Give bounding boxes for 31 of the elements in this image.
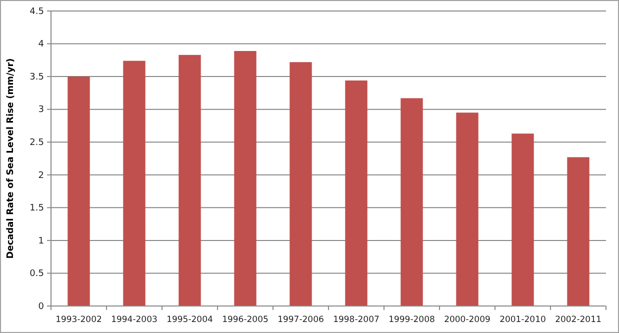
- x-tick-label: 2001-2010: [500, 315, 546, 326]
- x-tick-label: 2000-2009: [444, 315, 490, 326]
- y-tick-label: 0.5: [30, 269, 44, 280]
- x-tick-label: 1996-2005: [222, 315, 268, 326]
- y-tick-label: 3.5: [30, 72, 44, 82]
- bar: [400, 98, 423, 306]
- x-tick-label: 1993-2002: [56, 315, 102, 326]
- y-tick-label: 1: [38, 236, 44, 246]
- bar: [567, 157, 590, 306]
- x-tick-label: 2002-2011: [555, 315, 602, 326]
- y-tick-label: 4: [38, 40, 44, 50]
- y-axis-title: Decadal Rate of Sea Level Rise (mm/yr): [6, 58, 16, 259]
- y-tick-label: 2: [38, 170, 44, 181]
- bar: [512, 134, 534, 306]
- y-tick-label: 3: [38, 105, 44, 116]
- bar: [290, 62, 312, 306]
- x-tick-label: 1999-2008: [388, 315, 435, 326]
- x-tick-label: 1998-2007: [333, 315, 380, 326]
- bar: [456, 112, 478, 306]
- y-tick-label: 4.5: [30, 6, 44, 17]
- y-tick-label: 2.5: [30, 138, 44, 148]
- bar: [68, 76, 90, 306]
- x-tick-label: 1994-2003: [111, 315, 158, 326]
- bar: [234, 50, 256, 306]
- x-tick-label: 1995-2004: [166, 315, 213, 326]
- y-tick-label: 1.5: [30, 204, 44, 214]
- y-tick-label: 0: [38, 302, 44, 312]
- bar: [123, 60, 146, 306]
- x-tick-label: 1997-2006: [278, 315, 324, 326]
- bar: [345, 80, 368, 306]
- bar: [178, 54, 201, 306]
